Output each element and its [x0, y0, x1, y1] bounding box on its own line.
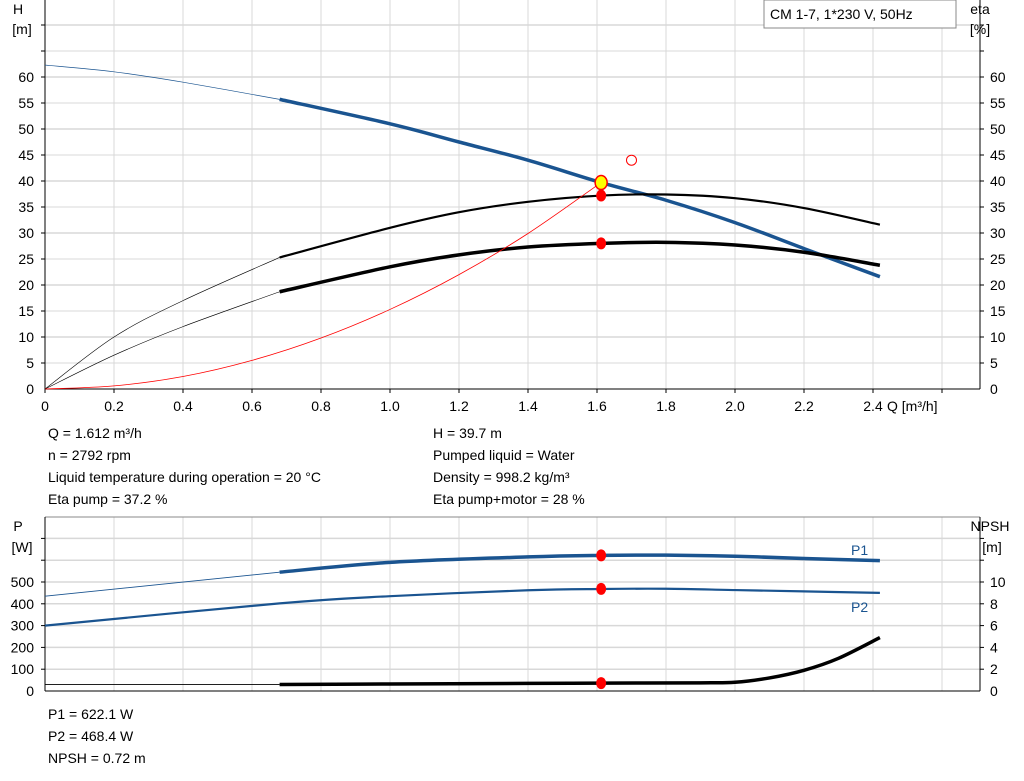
- duty-point-marker: [594, 174, 608, 191]
- info-temp: Liquid temperature during operation = 20…: [48, 469, 321, 485]
- npsh-tick-label: 8: [990, 596, 998, 612]
- y-tick-label-left: 55: [18, 95, 34, 111]
- x-tick-label: 1.2: [449, 398, 469, 414]
- p-tick-label: 0: [26, 683, 34, 699]
- curve-eta-pump-extension: [44, 257, 280, 390]
- info-q: Q = 1.612 m³/h: [48, 425, 142, 441]
- curve-eta-pump: [279, 193, 881, 259]
- y-tick-label-right: 35: [990, 199, 1006, 215]
- operating-point-marker: [596, 677, 607, 690]
- info-eta-total: Eta pump+motor = 28 %: [433, 491, 585, 507]
- bottom-grid: [41, 516, 984, 692]
- npsh-axis-label: NPSH: [971, 518, 1010, 534]
- info-n: n = 2792 rpm: [48, 447, 131, 463]
- p-tick-label: 400: [11, 596, 35, 612]
- y-tick-label-right: 15: [990, 303, 1006, 319]
- open-point-marker: [626, 154, 637, 166]
- npsh-tick-label: 2: [990, 661, 998, 677]
- y-tick-label-right: 30: [990, 225, 1006, 241]
- y-tick-label-left: 0: [26, 381, 34, 397]
- series-label-p2: P2: [851, 599, 868, 615]
- p-axis-unit: [W]: [12, 539, 33, 555]
- x-tick-label: 0.6: [242, 398, 262, 414]
- y-tick-label-right: 50: [990, 121, 1006, 137]
- operating-point-marker: [596, 582, 607, 595]
- operating-point-marker: [596, 189, 607, 202]
- npsh-tick-label: 4: [990, 639, 998, 655]
- npsh-tick-label: 10: [990, 574, 1006, 590]
- chart-title: CM 1-7, 1*230 V, 50Hz: [770, 6, 913, 22]
- y-tick-label-right: 40: [990, 173, 1006, 189]
- p-tick-label: 100: [11, 661, 35, 677]
- curve-system: [44, 182, 602, 390]
- x-tick-label: 2.2: [794, 398, 814, 414]
- y-tick-label-left: 60: [18, 69, 34, 85]
- curve-eta-total-extension: [44, 291, 280, 390]
- y-tick-label-left: 45: [18, 147, 34, 163]
- npsh-tick-label: 0: [990, 683, 998, 699]
- curves: [44, 64, 881, 687]
- info-p2: P2 = 468.4 W: [48, 728, 134, 744]
- x-tick-label: 1.6: [587, 398, 607, 414]
- operating-point-marker: [596, 237, 607, 250]
- markers: [594, 154, 637, 690]
- y-tick-label-right: 20: [990, 277, 1006, 293]
- axis-labels: 0 0.2 0.4 0.6 0.8 1.0 1.2 1.4 1.6 1.8 2.0 2.2 2.4 Q […: [11, 1, 1010, 699]
- series-label-p1: P1: [851, 542, 868, 558]
- y-tick-label-right: 45: [990, 147, 1006, 163]
- x-tick-label: 1.0: [380, 398, 400, 414]
- y-tick-label-right: 0: [990, 381, 998, 397]
- info-density: Density = 998.2 kg/m³: [433, 469, 570, 485]
- y-tick-label-left: 15: [18, 303, 34, 319]
- curve-NPSH: [279, 636, 881, 687]
- x-tick-label: 2.4: [863, 398, 883, 414]
- top-grid: [41, 0, 984, 390]
- y-axis-label-left: H: [13, 1, 23, 17]
- y-tick-label-left: 20: [18, 277, 34, 293]
- curve-P1: [279, 553, 880, 574]
- y-tick-label-left: 40: [18, 173, 34, 189]
- y-tick-label-right: 5: [990, 355, 998, 371]
- x-tick-label: 0.2: [104, 398, 124, 414]
- p-tick-label: 300: [11, 618, 35, 634]
- curve-P1-extension: [44, 571, 280, 597]
- y-tick-label-left: 5: [26, 355, 34, 371]
- y-tick-label-left: 50: [18, 121, 34, 137]
- info-eta-pump: Eta pump = 37.2 %: [48, 491, 168, 507]
- x-tick-label: 1.4: [518, 398, 538, 414]
- y-tick-label-right: 60: [990, 69, 1006, 85]
- y-tick-label-left: 35: [18, 199, 34, 215]
- y-tick-label-left: 30: [18, 225, 34, 241]
- p-axis-label: P: [13, 518, 22, 534]
- info-npsh: NPSH = 0.72 m: [48, 750, 146, 766]
- y-tick-label-right: 55: [990, 95, 1006, 111]
- info-h: H = 39.7 m: [433, 425, 502, 441]
- operating-point-marker: [596, 549, 607, 562]
- info-p1: P1 = 622.1 W: [48, 706, 134, 722]
- y-tick-label-left: 10: [18, 329, 34, 345]
- x-tick-label: 0.8: [311, 398, 331, 414]
- title-box: [763, 0, 957, 29]
- x-tick-label: 0.4: [173, 398, 193, 414]
- x-tick-label: 1.8: [656, 398, 676, 414]
- y-tick-label-right: 25: [990, 251, 1006, 267]
- y-axis-unit-left: [m]: [12, 21, 31, 37]
- y-axis-unit-right: [%]: [970, 21, 990, 37]
- x-tick-label: 0: [41, 398, 49, 414]
- x-axis-label: Q [m³/h]: [887, 398, 938, 414]
- curve-P2: [44, 587, 880, 627]
- x-tick-label: 2.0: [725, 398, 745, 414]
- info-liquid: Pumped liquid = Water: [433, 447, 575, 463]
- y-axis-label-right: eta: [970, 1, 990, 17]
- npsh-tick-label: 6: [990, 618, 998, 634]
- y-tick-label-right: 10: [990, 329, 1006, 345]
- npsh-axis-unit: [m]: [982, 539, 1001, 555]
- p-tick-label: 500: [11, 574, 35, 590]
- p-tick-label: 200: [11, 639, 35, 655]
- y-tick-label-left: 25: [18, 251, 34, 267]
- curve-head-extension: [44, 64, 280, 100]
